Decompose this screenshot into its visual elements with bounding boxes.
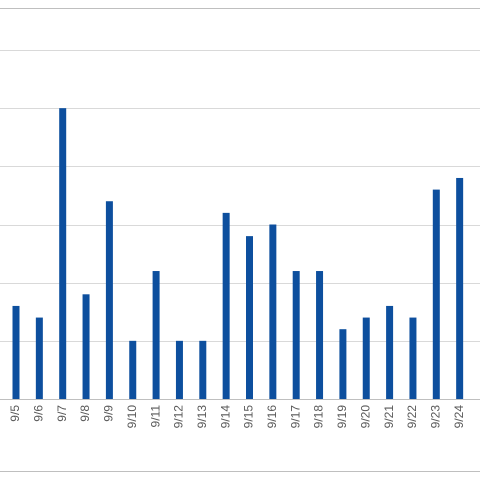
bar	[199, 340, 207, 399]
bar	[246, 236, 253, 399]
bar	[175, 340, 183, 399]
bar	[59, 108, 67, 400]
bar	[386, 305, 394, 399]
x-tick-label: 9/6	[32, 405, 46, 422]
bar	[82, 294, 90, 399]
x-tick-label: 9/19	[335, 405, 349, 429]
x-tick-label: 9/16	[265, 405, 279, 429]
bar	[105, 201, 113, 399]
bar	[456, 177, 464, 399]
x-tick-label: 9/8	[78, 405, 92, 422]
bar	[362, 317, 370, 399]
bar	[12, 305, 20, 399]
x-tick-label: 9/20	[358, 405, 372, 429]
x-tick-label: 9/13	[195, 405, 209, 429]
bar	[432, 189, 440, 399]
x-tick-label: 9/7	[55, 405, 69, 422]
x-tick-label: 9/9	[102, 405, 116, 422]
x-tick-label: 9/18	[312, 405, 326, 429]
x-tick-label: 9/11	[148, 405, 162, 428]
x-tick-label: 9/24	[452, 405, 466, 429]
bar	[222, 212, 230, 399]
bar	[129, 340, 137, 399]
x-tick-label: 9/10	[125, 405, 139, 429]
x-tick-label: 9/15	[242, 405, 256, 429]
x-tick-label: 9/22	[405, 405, 419, 429]
x-tick-label: 9/21	[382, 405, 396, 429]
bar	[339, 329, 347, 399]
bar	[152, 271, 160, 399]
bar	[35, 317, 43, 399]
bar	[409, 317, 417, 399]
x-tick-label: 9/17	[288, 405, 302, 429]
x-tick-label: 9/12	[172, 405, 186, 429]
bar	[269, 224, 277, 399]
x-tick-label: 9/5	[8, 405, 22, 422]
bar	[316, 271, 324, 399]
bar	[292, 271, 300, 399]
x-tick-label: 9/23	[428, 405, 442, 429]
x-tick-label: 9/14	[218, 405, 232, 429]
